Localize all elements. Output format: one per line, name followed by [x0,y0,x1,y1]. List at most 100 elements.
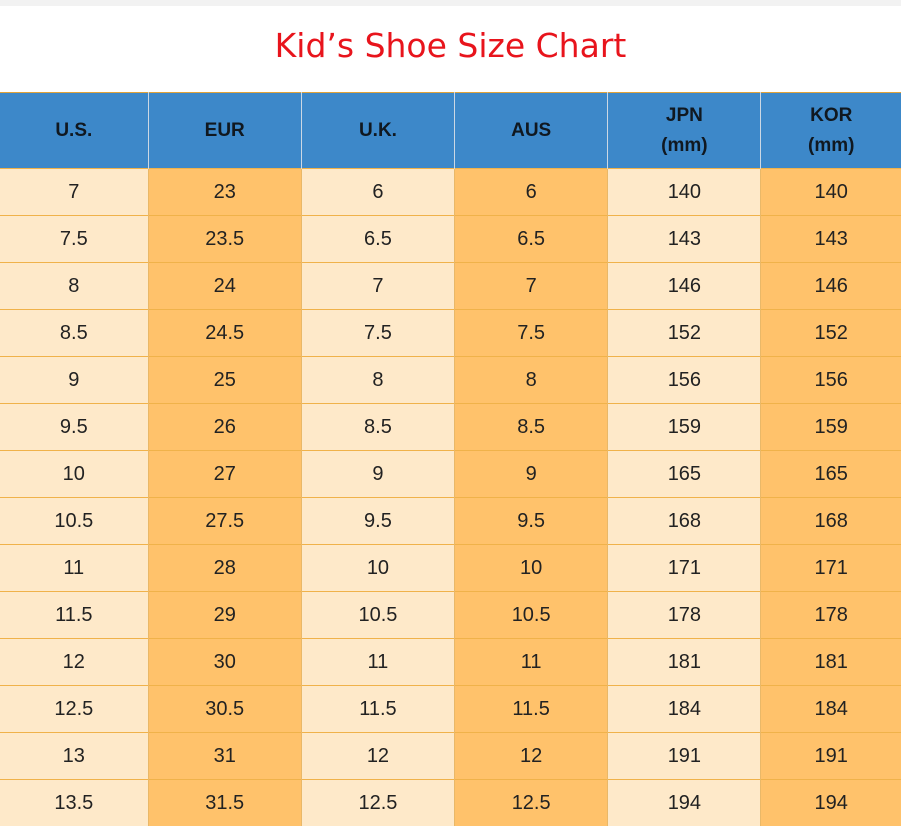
cell-aus: 7 [455,263,608,310]
cell-uk: 9.5 [301,498,454,545]
cell-uk: 8.5 [301,404,454,451]
cell-aus: 8.5 [455,404,608,451]
cell-eur: 23.5 [148,216,301,263]
cell-kor: 146 [761,263,901,310]
cell-kor: 178 [761,592,901,639]
cell-eur: 29 [148,592,301,639]
cell-uk: 7.5 [301,310,454,357]
cell-eur: 27 [148,451,301,498]
cell-eur: 24 [148,263,301,310]
cell-eur: 31.5 [148,780,301,826]
cell-aus: 12.5 [455,780,608,826]
cell-uk: 9 [301,451,454,498]
column-header-label: KOR [761,101,901,131]
cell-eur: 25 [148,357,301,404]
cell-aus: 6 [455,169,608,216]
cell-us: 11.5 [0,592,148,639]
cell-us: 8 [0,263,148,310]
cell-eur: 23 [148,169,301,216]
cell-kor: 194 [761,780,901,826]
cell-us: 7.5 [0,216,148,263]
cell-jpn: 191 [608,733,761,780]
column-header-jpn: JPN(mm) [608,93,761,169]
cell-uk: 11 [301,639,454,686]
chart-title: Kid’s Shoe Size Chart [275,26,627,65]
cell-kor: 156 [761,357,901,404]
cell-uk: 11.5 [301,686,454,733]
cell-kor: 165 [761,451,901,498]
column-header-unit: (mm) [608,131,760,161]
cell-jpn: 140 [608,169,761,216]
cell-us: 12.5 [0,686,148,733]
cell-kor: 140 [761,169,901,216]
cell-eur: 26 [148,404,301,451]
cell-aus: 10 [455,545,608,592]
cell-eur: 28 [148,545,301,592]
cell-aus: 9.5 [455,498,608,545]
cell-jpn: 168 [608,498,761,545]
column-header-label: JPN [608,101,760,131]
cell-aus: 11.5 [455,686,608,733]
column-header-label: U.K. [302,116,454,146]
cell-us: 8.5 [0,310,148,357]
column-header-label: AUS [455,116,607,146]
cell-eur: 31 [148,733,301,780]
cell-kor: 191 [761,733,901,780]
cell-uk: 12.5 [301,780,454,826]
cell-kor: 152 [761,310,901,357]
cell-eur: 30 [148,639,301,686]
column-header-us: U.S. [0,93,148,169]
column-header-label: U.S. [0,116,148,146]
cell-jpn: 194 [608,780,761,826]
cell-kor: 184 [761,686,901,733]
cell-us: 13.5 [0,780,148,826]
cell-kor: 181 [761,639,901,686]
cell-aus: 8 [455,357,608,404]
cell-jpn: 184 [608,686,761,733]
cell-us: 11 [0,545,148,592]
cell-kor: 143 [761,216,901,263]
cell-jpn: 178 [608,592,761,639]
cell-aus: 10.5 [455,592,608,639]
cell-kor: 168 [761,498,901,545]
cell-aus: 9 [455,451,608,498]
column-header-kor: KOR(mm) [761,93,901,169]
column-header-eur: EUR [148,93,301,169]
column-header-aus: AUS [455,93,608,169]
column-header-unit: (mm) [761,131,901,161]
cell-kor: 159 [761,404,901,451]
cell-uk: 10.5 [301,592,454,639]
column-header-label: EUR [149,116,301,146]
cell-jpn: 165 [608,451,761,498]
column-header-uk: U.K. [301,93,454,169]
cell-uk: 12 [301,733,454,780]
cell-aus: 6.5 [455,216,608,263]
cell-jpn: 146 [608,263,761,310]
cell-eur: 30.5 [148,686,301,733]
cell-us: 10 [0,451,148,498]
cell-kor: 171 [761,545,901,592]
cell-uk: 7 [301,263,454,310]
cell-aus: 7.5 [455,310,608,357]
cell-us: 9 [0,357,148,404]
cell-aus: 12 [455,733,608,780]
cell-jpn: 171 [608,545,761,592]
cell-uk: 6 [301,169,454,216]
cell-us: 12 [0,639,148,686]
